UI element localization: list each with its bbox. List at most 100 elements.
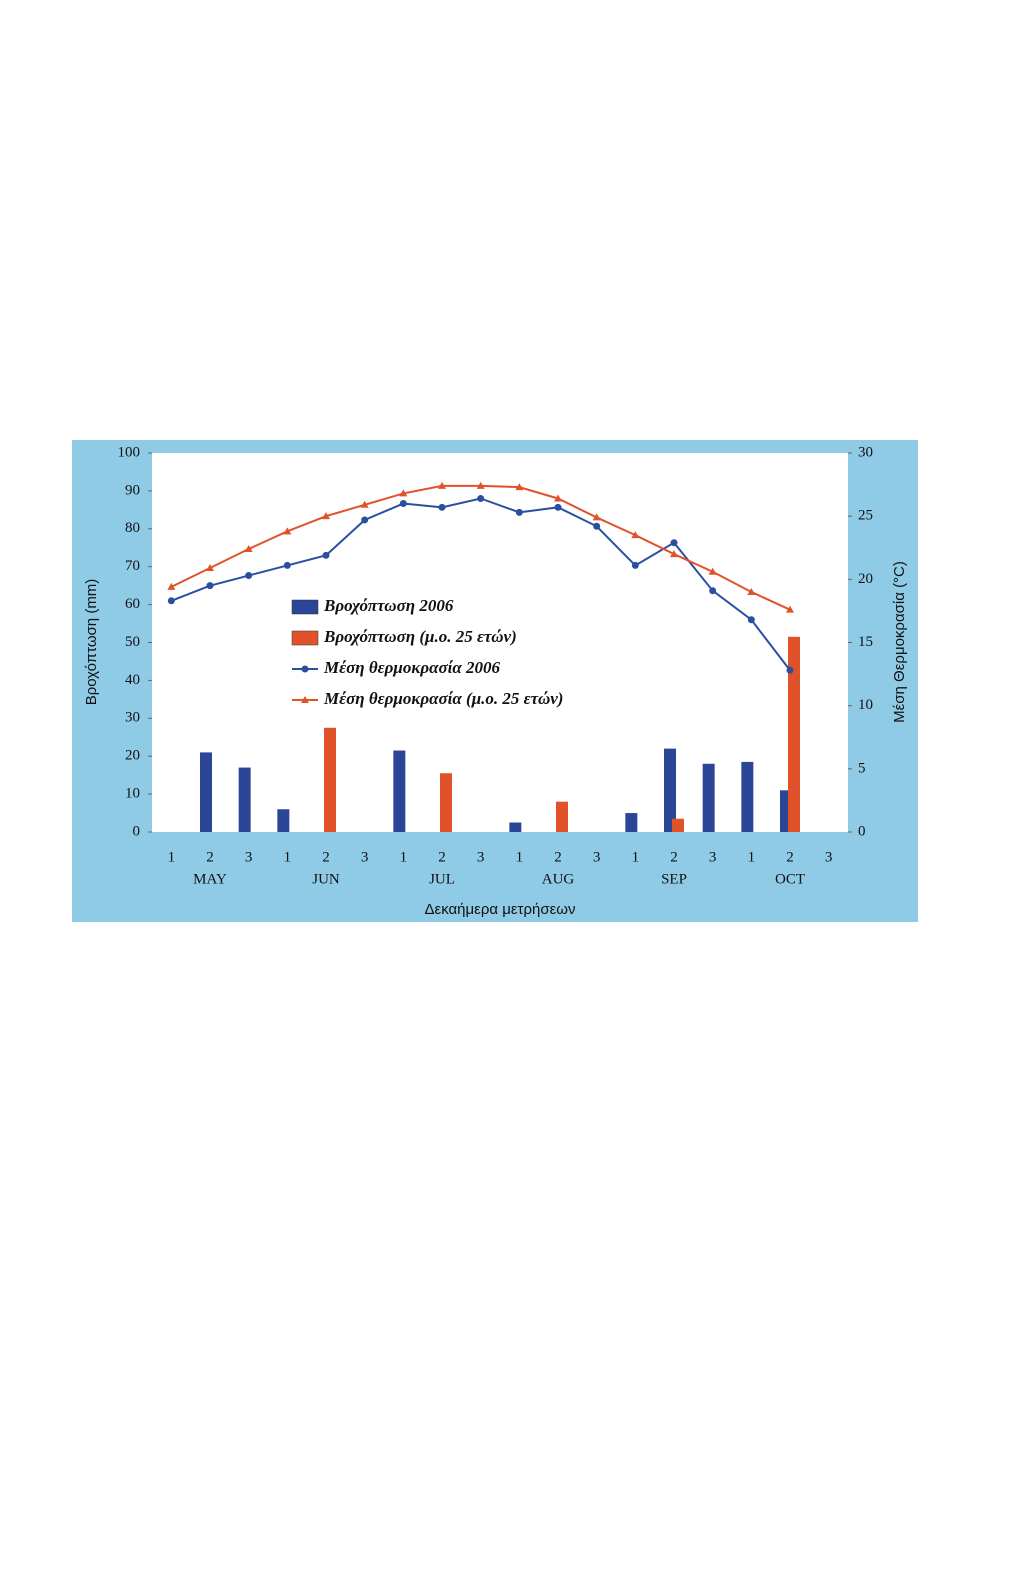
legend-marker bbox=[301, 665, 309, 673]
x-tick-label: 2 bbox=[670, 849, 678, 865]
x-tick-label: 1 bbox=[400, 849, 408, 865]
x-axis-title: Δεκαήμερα μετρήσεων bbox=[424, 901, 575, 918]
marker bbox=[245, 572, 253, 580]
marker bbox=[631, 531, 640, 539]
x-tick-label: 1 bbox=[168, 849, 176, 865]
x-group-label: AUG bbox=[542, 871, 575, 887]
bar bbox=[440, 773, 452, 832]
y-tick-label: 100 bbox=[118, 444, 141, 460]
marker bbox=[283, 561, 291, 569]
y2-tick-label: 25 bbox=[858, 508, 873, 524]
bar bbox=[324, 727, 336, 832]
x-tick-label: 3 bbox=[245, 849, 253, 865]
x-group-label: OCT bbox=[775, 871, 805, 887]
y2-tick-label: 5 bbox=[858, 760, 866, 776]
y2-tick-label: 20 bbox=[858, 571, 873, 587]
marker bbox=[438, 503, 446, 511]
bar bbox=[672, 818, 684, 832]
marker bbox=[477, 494, 485, 502]
marker bbox=[206, 563, 214, 571]
marker bbox=[786, 666, 794, 674]
y-tick-label: 30 bbox=[125, 710, 140, 726]
x-tick-label: 2 bbox=[786, 849, 794, 865]
marker bbox=[708, 567, 717, 575]
marker bbox=[360, 500, 369, 508]
x-tick-label: 2 bbox=[438, 849, 446, 865]
bar bbox=[702, 763, 715, 832]
x-group-label: JUN bbox=[312, 871, 340, 887]
x-tick-label: 2 bbox=[206, 849, 214, 865]
x-tick-label: 1 bbox=[516, 849, 524, 865]
x-tick-label: 3 bbox=[477, 849, 485, 865]
x-tick-label: 2 bbox=[554, 849, 562, 865]
marker bbox=[322, 551, 330, 559]
y-tick-label: 90 bbox=[125, 482, 140, 498]
bar bbox=[393, 750, 406, 832]
legend-label: Μέση θερμοκρασία (μ.ο. 25 ετών) bbox=[323, 689, 563, 708]
y-axis-title: Βροχόπτωση (mm) bbox=[83, 579, 100, 706]
marker bbox=[515, 508, 523, 516]
bar bbox=[238, 767, 251, 832]
marker bbox=[786, 605, 794, 613]
marker bbox=[515, 483, 524, 491]
marker bbox=[670, 539, 678, 547]
bar bbox=[556, 801, 568, 832]
x-tick-label: 3 bbox=[825, 849, 833, 865]
marker bbox=[709, 587, 717, 595]
x-tick-label: 1 bbox=[632, 849, 640, 865]
y-tick-label: 70 bbox=[125, 558, 140, 574]
marker bbox=[283, 527, 292, 535]
marker bbox=[361, 516, 369, 524]
marker bbox=[438, 481, 446, 489]
marker bbox=[593, 522, 601, 530]
y-tick-label: 50 bbox=[125, 634, 140, 650]
bar bbox=[741, 761, 754, 832]
marker bbox=[554, 503, 562, 511]
marker bbox=[399, 500, 407, 508]
x-tick-label: 3 bbox=[361, 849, 369, 865]
bar bbox=[200, 752, 212, 832]
y-tick-label: 0 bbox=[133, 823, 141, 839]
y2-tick-label: 15 bbox=[858, 634, 873, 650]
marker bbox=[747, 616, 755, 624]
x-tick-label: 2 bbox=[322, 849, 330, 865]
bar bbox=[625, 813, 638, 832]
y2-axis-title: Μέση Θερμοκρασία (°C) bbox=[891, 561, 908, 723]
plot-area bbox=[152, 453, 848, 832]
legend-marker bbox=[301, 696, 309, 703]
x-tick-label: 1 bbox=[748, 849, 756, 865]
bar bbox=[509, 822, 522, 832]
y2-tick-label: 10 bbox=[858, 697, 873, 713]
marker bbox=[592, 513, 601, 521]
marker bbox=[670, 550, 678, 558]
x-group-label: MAY bbox=[193, 871, 227, 887]
y-tick-label: 20 bbox=[125, 748, 140, 764]
y2-tick-label: 0 bbox=[858, 823, 866, 839]
bar bbox=[664, 748, 676, 832]
y-tick-label: 80 bbox=[125, 520, 140, 536]
legend-label: Βροχόπτωση 2006 bbox=[323, 596, 454, 615]
marker bbox=[206, 582, 214, 590]
marker bbox=[476, 481, 485, 489]
y-tick-label: 10 bbox=[125, 786, 140, 802]
marker bbox=[167, 582, 176, 590]
marker bbox=[167, 597, 175, 605]
y-tick-label: 40 bbox=[125, 672, 140, 688]
marker bbox=[554, 494, 562, 502]
legend-swatch bbox=[291, 630, 319, 646]
bar bbox=[788, 636, 800, 832]
x-tick-label: 1 bbox=[284, 849, 292, 865]
legend-swatch bbox=[291, 599, 319, 615]
marker bbox=[244, 545, 253, 553]
marker bbox=[399, 489, 408, 497]
x-group-label: JUL bbox=[429, 871, 455, 887]
marker bbox=[322, 512, 330, 520]
x-tick-label: 3 bbox=[709, 849, 717, 865]
y-tick-label: 60 bbox=[125, 596, 140, 612]
x-group-label: SEP bbox=[661, 871, 687, 887]
legend-label: Βροχόπτωση (μ.ο. 25 ετών) bbox=[323, 627, 517, 646]
legend-label: Μέση θερμοκρασία 2006 bbox=[323, 658, 501, 677]
x-tick-label: 3 bbox=[593, 849, 601, 865]
marker bbox=[747, 587, 756, 595]
